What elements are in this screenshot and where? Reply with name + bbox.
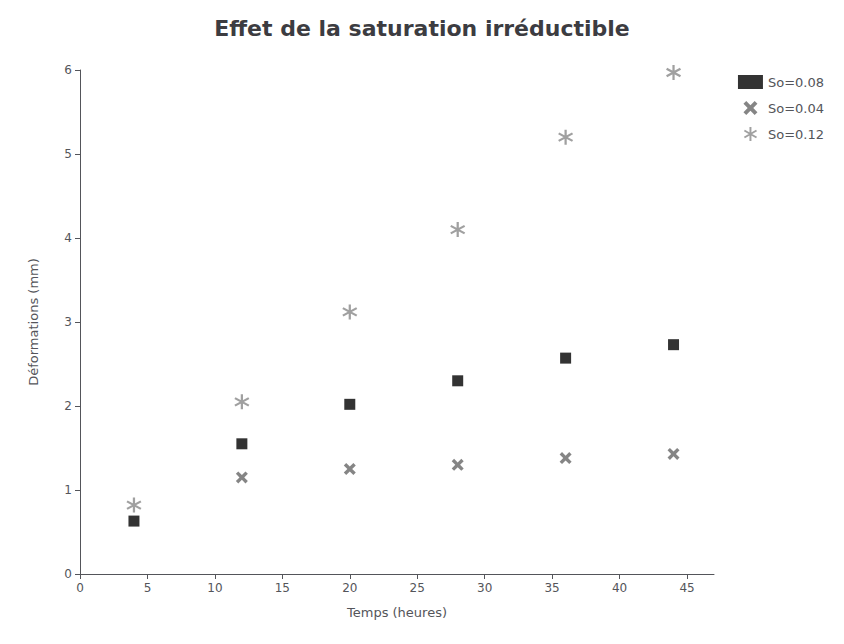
svg-text:4: 4 xyxy=(64,231,72,245)
svg-text:6: 6 xyxy=(64,63,72,77)
svg-text:3: 3 xyxy=(64,315,72,329)
svg-text:So=0.08: So=0.08 xyxy=(768,75,824,90)
svg-text:0: 0 xyxy=(64,567,72,581)
svg-text:So=0.04: So=0.04 xyxy=(768,101,824,116)
svg-text:Temps (heures): Temps (heures) xyxy=(346,605,447,620)
svg-text:20: 20 xyxy=(342,581,357,595)
svg-text:45: 45 xyxy=(679,581,694,595)
svg-text:5: 5 xyxy=(64,147,72,161)
svg-text:So=0.12: So=0.12 xyxy=(768,127,824,142)
svg-text:Effet de la saturation irréduc: Effet de la saturation irréductible xyxy=(214,16,630,41)
svg-text:15: 15 xyxy=(275,581,290,595)
svg-text:10: 10 xyxy=(207,581,222,595)
svg-text:35: 35 xyxy=(544,581,559,595)
svg-text:Déformations (mm): Déformations (mm) xyxy=(26,258,41,386)
svg-text:25: 25 xyxy=(410,581,425,595)
svg-text:30: 30 xyxy=(477,581,492,595)
svg-text:40: 40 xyxy=(612,581,627,595)
svg-text:2: 2 xyxy=(64,399,72,413)
svg-text:5: 5 xyxy=(144,581,152,595)
svg-text:1: 1 xyxy=(64,483,72,497)
svg-text:0: 0 xyxy=(76,581,84,595)
